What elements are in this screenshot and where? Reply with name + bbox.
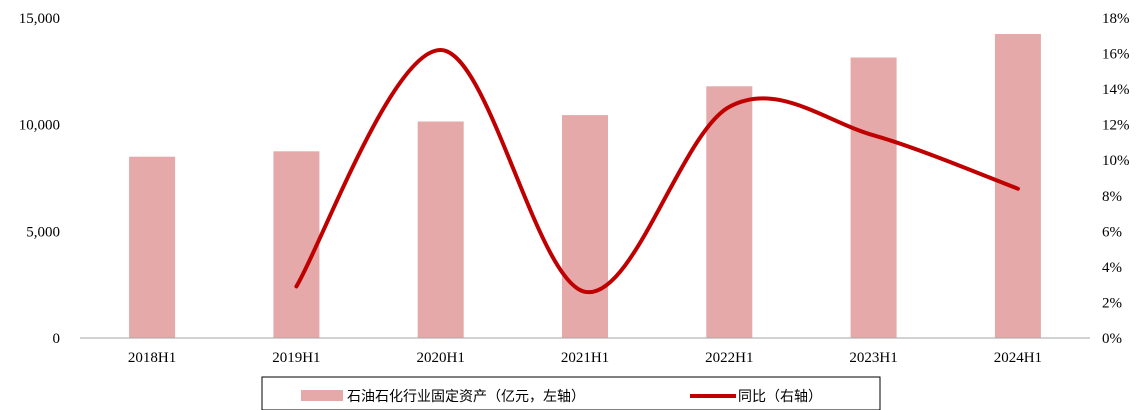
- y-right-tick-label: 18%: [1102, 11, 1130, 27]
- y-axis-left-labels: 0 5,000 10,000 15,000: [19, 11, 60, 347]
- y-right-tick-label: 16%: [1102, 47, 1130, 63]
- legend-swatch-bar: [301, 390, 343, 401]
- x-tick-label: 2021H1: [561, 350, 609, 366]
- x-tick-label: 2018H1: [128, 350, 176, 366]
- y-right-tick-label: 8%: [1102, 189, 1122, 205]
- y-right-tick-label: 10%: [1102, 153, 1130, 169]
- bar-2019H1: [273, 151, 320, 338]
- y-right-tick-label: 12%: [1102, 118, 1130, 134]
- y-left-tick-label: 10,000: [19, 118, 60, 134]
- x-tick-label: 2020H1: [417, 350, 465, 366]
- legend: 石油石化行业固定资产（亿元，左轴） 同比（右轴）: [261, 376, 881, 410]
- y-right-tick-label: 14%: [1102, 82, 1130, 98]
- y-right-tick-label: 2%: [1102, 295, 1122, 311]
- x-tick-label: 2019H1: [272, 350, 320, 366]
- bar-2021H1: [562, 115, 608, 338]
- bar-series: [129, 34, 1041, 338]
- y-left-tick-label: 0: [53, 331, 61, 347]
- bar-2024H1: [994, 34, 1041, 338]
- legend-label-bar: 石油石化行业固定资产（亿元，左轴）: [347, 389, 585, 405]
- y-left-tick-label: 5,000: [26, 224, 60, 240]
- bar-2023H1: [850, 57, 897, 338]
- bar-2020H1: [417, 121, 464, 338]
- bar-2018H1: [129, 156, 176, 338]
- y-right-tick-label: 0%: [1102, 331, 1122, 347]
- y-right-tick-label: 4%: [1102, 260, 1122, 276]
- bar-2022H1: [706, 86, 753, 338]
- x-axis-labels: 2018H1 2019H1 2020H1 2021H1 2022H1 2023H1 2024…: [128, 350, 1042, 366]
- y-right-tick-label: 6%: [1102, 224, 1122, 240]
- x-tick-label: 2024H1: [994, 350, 1042, 366]
- legend-label-line: 同比（右轴）: [738, 389, 822, 405]
- legend-frame: [261, 376, 881, 410]
- line-series-yoy: [294, 47, 1020, 294]
- x-tick-label: 2023H1: [849, 350, 897, 366]
- y-left-tick-label: 15,000: [19, 11, 60, 27]
- x-tick-label: 2022H1: [705, 350, 753, 366]
- y-axis-right-labels: 0% 2% 4% 6% 8% 10% 12% 14% 16% 18%: [1102, 11, 1130, 347]
